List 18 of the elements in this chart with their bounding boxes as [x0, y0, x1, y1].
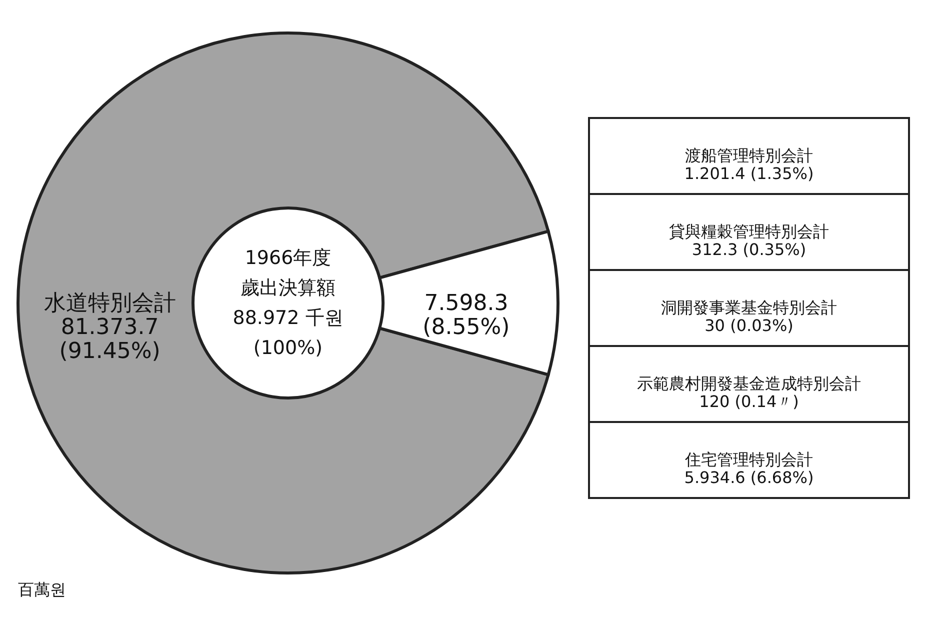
data-label: 120 (0.14〃) [699, 392, 799, 411]
category-label: 貸與糧穀管理特別会計 [669, 222, 829, 241]
data-label: 312.3 (0.35%) [692, 240, 806, 259]
slice-label: 水道特別会計 [44, 291, 176, 316]
text: 百萬원 [18, 580, 66, 599]
data-label: 30 (0.03%) [704, 316, 794, 335]
data-label: 7.598.3 (8.55%) [422, 291, 510, 340]
text: 88.972 千원 [232, 307, 344, 329]
category-label: 住宅管理特別会計 [684, 450, 813, 469]
data-label: 5.934.6 (6.68%) [684, 468, 814, 487]
data-label: 1.201.4 (1.35%) [684, 164, 814, 183]
category-label: 示範農村開發基金造成特別会計 [637, 374, 861, 393]
text: (100%) [253, 337, 323, 359]
category-label: 洞開發事業基金特別会計 [661, 298, 837, 317]
text: 歲出決算額 [240, 277, 336, 299]
text: 1966年度 [244, 247, 332, 269]
category-label: 渡船管理特別会計 [685, 146, 813, 165]
data-label: 81.373.7 (91.45%) [59, 315, 160, 364]
